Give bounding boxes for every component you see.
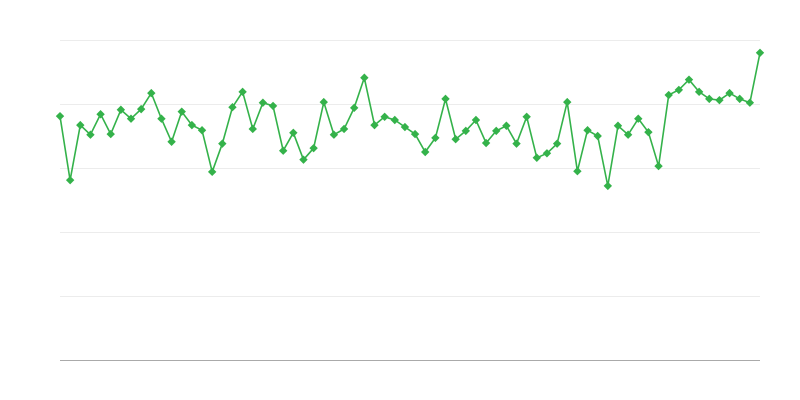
data-point (684, 75, 694, 84)
data-point (207, 167, 217, 177)
data-point (339, 124, 349, 134)
data-point (157, 114, 166, 123)
data-point (725, 88, 734, 98)
data-point (603, 181, 613, 191)
data-point (258, 98, 268, 107)
data-point (380, 112, 389, 121)
data-point (136, 104, 146, 114)
data-point (177, 107, 186, 116)
data-point (745, 98, 755, 107)
data-point (674, 85, 684, 95)
data-point (65, 175, 75, 185)
data-point (583, 126, 592, 135)
data-point (410, 129, 420, 139)
data-point (350, 103, 359, 113)
data-point (197, 126, 207, 135)
data-point (126, 114, 136, 123)
data-point (400, 122, 410, 132)
data-point (319, 97, 328, 107)
data-point (471, 115, 481, 125)
data-point (563, 97, 572, 107)
data-point (390, 115, 399, 125)
data-point (147, 88, 156, 98)
series-line (59, 52, 761, 187)
data-point (532, 153, 542, 162)
data-point (552, 139, 562, 148)
data-point (116, 105, 126, 114)
data-point (187, 120, 197, 130)
data-point (542, 149, 552, 158)
data-point (289, 128, 298, 137)
data-point (664, 90, 673, 100)
data-point (522, 112, 531, 121)
data-point (55, 111, 65, 121)
data-point (613, 121, 623, 130)
data-point (755, 48, 765, 57)
data-point (278, 146, 288, 155)
data-point (492, 126, 501, 136)
data-point (502, 121, 511, 130)
data-point (421, 147, 430, 157)
data-point (76, 120, 85, 130)
gridlines (60, 40, 760, 297)
data-point (461, 126, 470, 136)
data-point (167, 137, 176, 146)
data-point (299, 155, 308, 164)
data-point (481, 138, 491, 148)
data-point (360, 73, 369, 82)
data-point (573, 167, 582, 176)
data-point (512, 139, 521, 148)
data-point (96, 110, 105, 119)
data-point (218, 139, 227, 148)
data-point (715, 95, 724, 105)
data-point (431, 133, 440, 143)
data-point (451, 135, 460, 144)
data-point (238, 87, 247, 97)
data-point (623, 130, 633, 139)
data-point (654, 161, 663, 171)
data-point (268, 101, 278, 111)
data-point (705, 94, 714, 104)
data-point (644, 127, 653, 137)
data-point (593, 131, 602, 141)
data-point (309, 143, 318, 153)
series-group (55, 48, 765, 191)
data-point (694, 87, 704, 97)
data-point (370, 120, 379, 130)
data-point (329, 130, 339, 139)
data-point (248, 124, 257, 134)
data-point (441, 94, 450, 104)
data-point (634, 114, 643, 123)
data-point (735, 94, 744, 104)
data-point (228, 103, 237, 112)
data-point (86, 130, 95, 139)
data-point (106, 129, 115, 139)
